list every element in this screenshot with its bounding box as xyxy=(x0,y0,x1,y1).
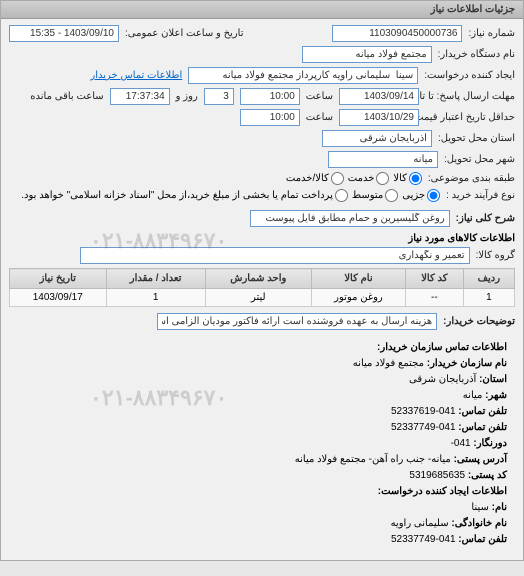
validity-label: حداقل تاریخ اعتبار قیمت: تا تاریخ: xyxy=(425,112,515,123)
contact-info-block: اطلاعات تماس سازمان خریدار: نام سازمان خ… xyxy=(9,334,515,554)
type-goods-radio[interactable] xyxy=(409,172,422,185)
purchase-medium-option[interactable]: متوسط xyxy=(352,189,398,202)
type-service-label: خدمت xyxy=(348,173,375,184)
cell-name: روغن موتور xyxy=(311,289,405,307)
cell-unit: لیتر xyxy=(205,289,311,307)
purchase-note-option[interactable]: پرداخت تمام یا بخشی از مبلغ خرید،از محل … xyxy=(21,189,348,202)
group-label: گروه کالا: xyxy=(476,250,515,261)
contact-section-label: اطلاعات تماس سازمان خریدار: xyxy=(377,342,507,353)
buyer-notes-input[interactable] xyxy=(157,313,437,330)
fname-value: سینا xyxy=(471,502,488,513)
cell-row: 1 xyxy=(463,289,514,307)
th-qty: تعداد / مقدار xyxy=(106,269,205,289)
info-province-label: استان: xyxy=(479,374,507,385)
info-fax-value: 041-52337749 xyxy=(391,422,456,433)
requester-input[interactable] xyxy=(188,67,418,84)
info-fax2-value: 041- xyxy=(451,438,471,449)
requester-label: ایجاد کننده درخواست: xyxy=(424,70,515,81)
table-row[interactable]: 1 -- روغن موتور لیتر 1 1403/09/17 xyxy=(10,289,515,307)
deadline-time-input[interactable] xyxy=(240,88,300,105)
purchase-medium-radio[interactable] xyxy=(385,189,398,202)
info-city-value: میانه xyxy=(463,390,483,401)
purchase-note-label: پرداخت تمام یا بخشی از مبلغ خرید،از محل … xyxy=(21,190,333,201)
need-desc-input[interactable] xyxy=(250,210,450,227)
purchase-label: نوع فرآیند خرید : xyxy=(446,190,515,201)
info-phone-value: 041-52337619 xyxy=(391,406,456,417)
type-label: طبقه بندی موضوعی: xyxy=(428,173,515,184)
type-goods-label: کالا xyxy=(393,173,407,184)
type-both-radio[interactable] xyxy=(331,172,344,185)
info-city-label: شهر: xyxy=(485,390,507,401)
cell-date: 1403/09/17 xyxy=(10,289,107,307)
info-postal-value: 5319685635 xyxy=(409,470,465,481)
info-fax-label: تلفن تماس: xyxy=(458,422,507,433)
purchase-note-radio[interactable] xyxy=(335,189,348,202)
th-date: تاریخ نیاز xyxy=(10,269,107,289)
validity-date-input[interactable] xyxy=(339,109,419,126)
org-name-label: نام سازمان خریدار: xyxy=(427,358,507,369)
info-address-value: میانه- جنب راه آهن- مجتمع فولاد میانه xyxy=(295,454,451,465)
panel-title: جزئیات اطلاعات نیاز xyxy=(1,1,523,19)
need-no-label: شماره نیاز: xyxy=(468,28,515,39)
purchase-small-radio[interactable] xyxy=(427,189,440,202)
lname-label: نام خانوادگی: xyxy=(451,518,507,529)
announce-input[interactable] xyxy=(9,25,119,42)
type-goods-option[interactable]: کالا xyxy=(393,172,422,185)
cell-qty: 1 xyxy=(106,289,205,307)
buyer-org-input[interactable] xyxy=(302,46,432,63)
city-label: شهر محل تحویل: xyxy=(444,154,515,165)
type-radio-group: کالا خدمت کالا/خدمت xyxy=(286,172,422,185)
goods-section-title: اطلاعات کالاهای مورد نیاز xyxy=(9,233,515,244)
need-no-input[interactable] xyxy=(332,25,462,42)
purchase-radio-group: جزیی متوسط پرداخت تمام یا بخشی از مبلغ خ… xyxy=(21,189,440,202)
deadline-date-input[interactable] xyxy=(339,88,419,105)
buyer-org-label: نام دستگاه خریدار: xyxy=(438,49,515,60)
type-service-option[interactable]: خدمت xyxy=(348,172,390,185)
info-fax2-label: دورنگار: xyxy=(473,438,507,449)
purchase-small-option[interactable]: جزیی xyxy=(402,189,440,202)
announce-label: تاریخ و ساعت اعلان عمومی: xyxy=(125,28,244,39)
remaining-time-input[interactable] xyxy=(110,88,170,105)
lname-value: سلیمانی راویه xyxy=(391,518,449,529)
info-province-value: آذربایجان شرقی xyxy=(409,374,476,385)
requester-section-label: اطلاعات ایجاد کننده درخواست: xyxy=(378,486,507,497)
type-both-label: کالا/خدمت xyxy=(286,173,329,184)
th-row: ردیف xyxy=(463,269,514,289)
remaining-days-label: روز و xyxy=(176,91,198,102)
deadline-time-label: ساعت xyxy=(306,91,333,102)
group-input[interactable] xyxy=(80,247,470,264)
th-code: کد کالا xyxy=(406,269,464,289)
goods-table: ردیف کد کالا نام کالا واحد شمارش تعداد /… xyxy=(9,268,515,307)
type-both-option[interactable]: کالا/خدمت xyxy=(286,172,344,185)
req-phone-label: تلفن تماس: xyxy=(458,534,507,545)
info-address-label: آدرس پستی: xyxy=(454,454,507,465)
purchase-medium-label: متوسط xyxy=(352,190,383,201)
th-name: نام کالا xyxy=(311,269,405,289)
th-unit: واحد شمارش xyxy=(205,269,311,289)
city-input[interactable] xyxy=(328,151,438,168)
need-desc-label: شرح کلی نیاز: xyxy=(456,213,515,224)
remaining-suffix: ساعت باقی مانده xyxy=(30,91,103,102)
info-postal-label: کد پستی: xyxy=(468,470,507,481)
req-phone-value: 041-52337749 xyxy=(391,534,456,545)
info-phone-label: تلفن تماس: xyxy=(458,406,507,417)
validity-time-input[interactable] xyxy=(240,109,300,126)
remaining-days-input[interactable] xyxy=(204,88,234,105)
province-label: استان محل تحویل: xyxy=(438,133,515,144)
type-service-radio[interactable] xyxy=(376,172,389,185)
validity-time-label: ساعت xyxy=(306,112,333,123)
province-input[interactable] xyxy=(322,130,432,147)
cell-code: -- xyxy=(406,289,464,307)
org-name-value: مجتمع فولاد میانه xyxy=(353,358,424,369)
deadline-label: مهلت ارسال پاسخ: تا تاریخ: xyxy=(425,91,515,102)
buyer-notes-label: توضیحات خریدار: xyxy=(443,316,515,327)
fname-label: نام: xyxy=(492,502,507,513)
purchase-small-label: جزیی xyxy=(402,190,425,201)
buyer-contact-link[interactable]: اطلاعات تماس خریدار xyxy=(90,70,182,81)
